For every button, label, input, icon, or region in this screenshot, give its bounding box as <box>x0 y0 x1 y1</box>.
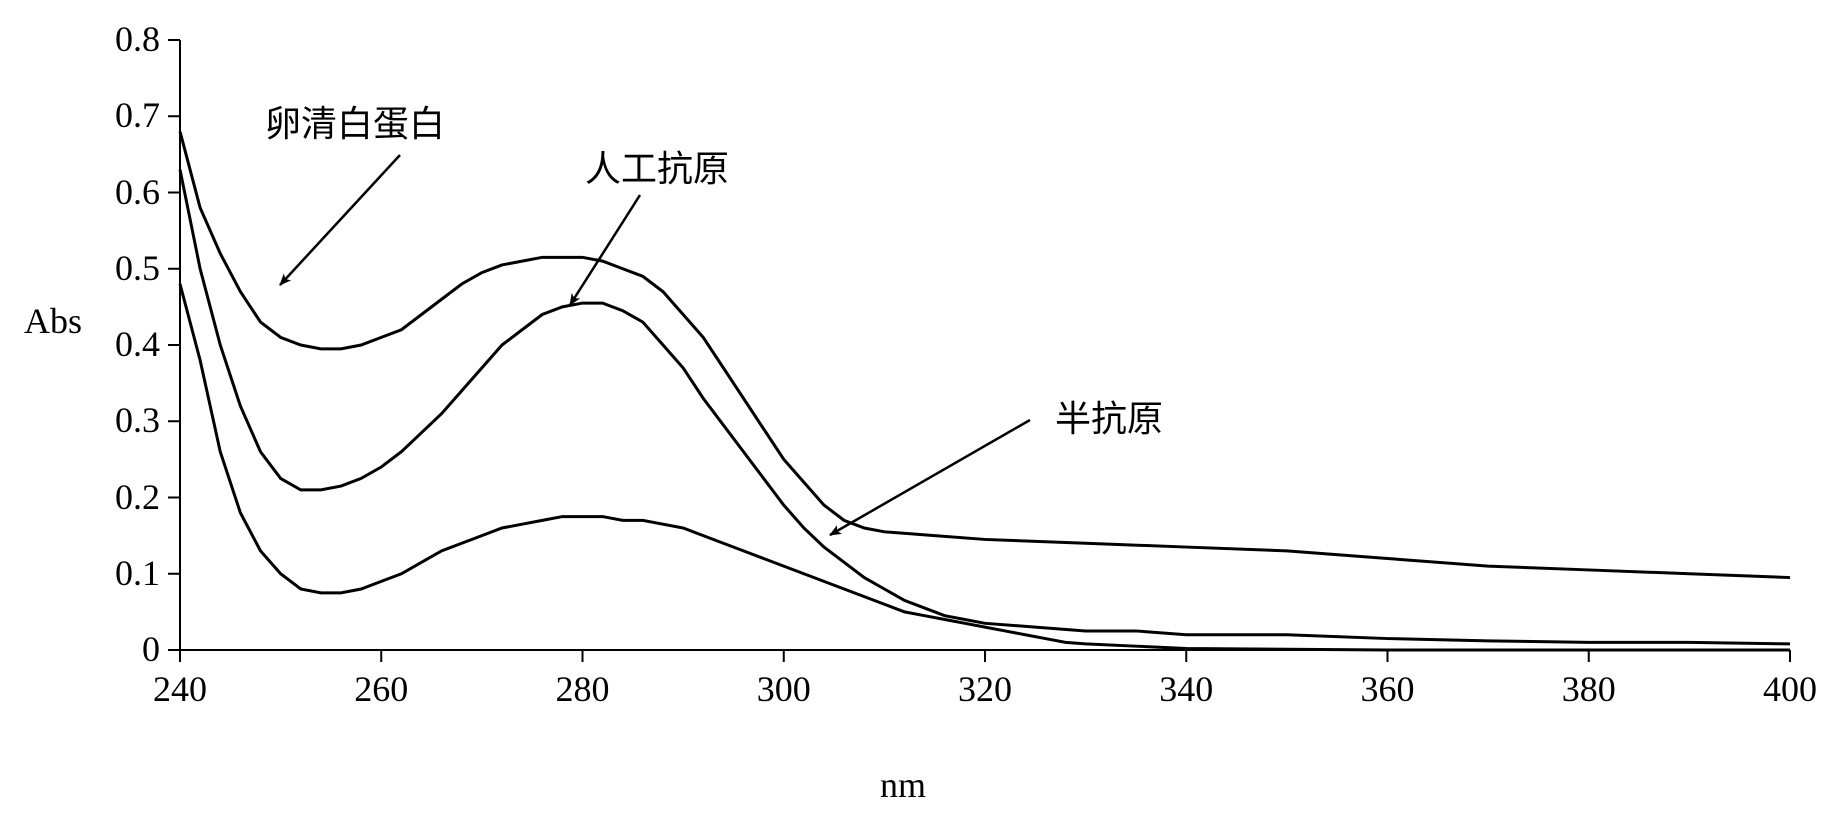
y-tick-label: 0.7 <box>70 94 160 136</box>
y-tick-label: 0 <box>70 628 160 670</box>
y-tick-label: 0.6 <box>70 171 160 213</box>
x-tick-label: 380 <box>1549 668 1629 710</box>
annotation-label: 卵清白蛋白 <box>265 95 445 147</box>
x-tick-label: 240 <box>140 668 220 710</box>
y-tick-label: 0.8 <box>70 18 160 60</box>
x-axis-label: nm <box>880 764 926 806</box>
series-artificial-antigen <box>180 170 1790 644</box>
y-tick-label: 0.4 <box>70 323 160 365</box>
annotation-label: 半抗原 <box>1055 390 1163 442</box>
y-tick-label: 0.2 <box>70 476 160 518</box>
series-ovalbumin <box>180 132 1790 578</box>
x-tick-label: 300 <box>744 668 824 710</box>
x-tick-label: 360 <box>1348 668 1428 710</box>
x-tick-label: 400 <box>1750 668 1824 710</box>
x-tick-label: 340 <box>1146 668 1226 710</box>
y-tick-label: 0.1 <box>70 552 160 594</box>
series-hapten <box>180 284 1790 650</box>
y-tick-label: 0.3 <box>70 399 160 441</box>
x-tick-label: 320 <box>945 668 1025 710</box>
x-tick-label: 280 <box>543 668 623 710</box>
annotation-label: 人工抗原 <box>585 140 729 192</box>
y-tick-label: 0.5 <box>70 247 160 289</box>
x-tick-label: 260 <box>341 668 421 710</box>
